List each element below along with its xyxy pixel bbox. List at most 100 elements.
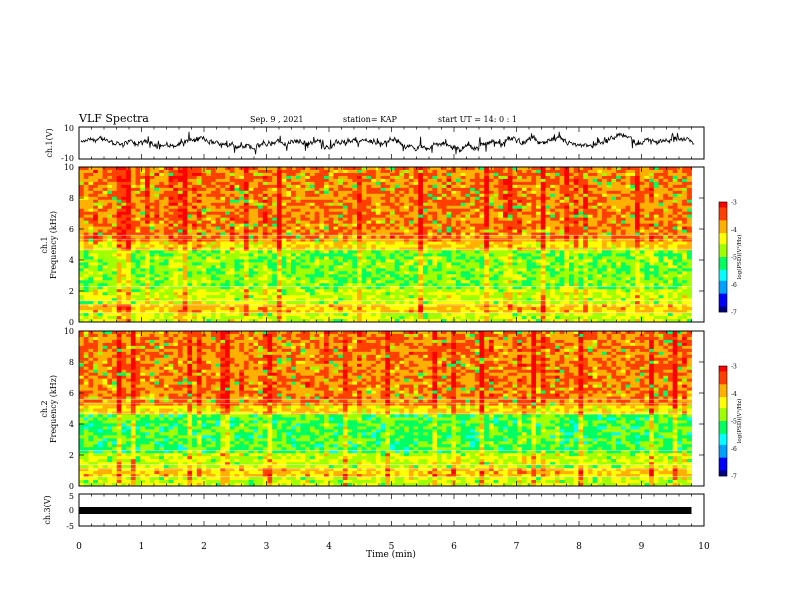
spectrogram-cell xyxy=(324,196,330,201)
spectrogram-cell xyxy=(620,190,626,195)
spectrogram-cell xyxy=(634,229,641,233)
spectrogram-cell xyxy=(559,172,565,177)
spectrogram-cell xyxy=(649,167,655,171)
spectrogram-cell xyxy=(408,262,414,266)
spectrogram-cell xyxy=(385,232,391,236)
spectrogram-cell xyxy=(371,265,377,269)
spectrogram-cell xyxy=(634,214,641,219)
spectrogram-cell xyxy=(253,268,259,272)
spectrogram-cell xyxy=(201,274,207,278)
spectrogram-cell xyxy=(319,211,325,216)
spectrogram-cell xyxy=(187,208,193,213)
spectrogram-cell xyxy=(616,217,622,222)
spectrogram-cell xyxy=(413,178,419,183)
spectrogram-cell xyxy=(394,184,400,189)
spectrogram-cell xyxy=(163,274,169,278)
spectrogram-cell xyxy=(488,238,495,242)
spectrogram-cell xyxy=(470,202,476,207)
spectrogram-cell xyxy=(159,220,165,225)
spectrogram-cell xyxy=(606,220,612,225)
spectrogram-cell xyxy=(305,274,311,278)
spectrogram-cell xyxy=(460,169,466,174)
spectrogram-cell xyxy=(352,250,358,254)
spectrogram-cell xyxy=(634,265,641,269)
spectrogram-cell xyxy=(470,190,476,195)
spectrogram-cell xyxy=(107,208,113,213)
spectrogram-cell xyxy=(540,167,546,171)
spectrogram-cell xyxy=(682,169,688,174)
spectrogram-cell xyxy=(521,178,527,183)
spectrogram-cell xyxy=(286,244,292,248)
spectrogram-cell xyxy=(597,220,603,225)
spectrogram-cell xyxy=(630,226,636,230)
spectrogram-cell xyxy=(144,250,151,254)
spectrogram-cell xyxy=(192,196,198,201)
spectrogram-cell xyxy=(517,238,523,242)
spectrogram-cell xyxy=(517,193,523,198)
spectrogram-cell xyxy=(583,175,589,180)
spectrogram-cell xyxy=(338,178,344,183)
spectrogram-cell xyxy=(578,220,584,225)
spectrogram-cell xyxy=(418,181,424,186)
spectrogram-cell xyxy=(620,167,626,171)
spectrogram-cell xyxy=(517,205,523,210)
spectrogram-cell xyxy=(569,244,575,248)
spectrogram-cell xyxy=(441,202,447,207)
spectrogram-cell xyxy=(507,184,513,189)
spectrogram-cell xyxy=(413,214,419,219)
spectrogram-cell xyxy=(324,265,330,269)
spectrogram-cell xyxy=(258,238,264,242)
spectrogram-cell xyxy=(422,244,429,248)
spectrogram-cell xyxy=(192,238,198,242)
spectrogram-cell xyxy=(493,205,499,210)
spectrogram-cell xyxy=(446,167,452,171)
spectrogram-cell xyxy=(587,205,593,210)
spectrogram-cell xyxy=(126,229,132,233)
spectrogram-cell xyxy=(385,229,391,233)
spectrogram-cell xyxy=(385,169,391,174)
spectrogram-cell xyxy=(286,184,292,189)
spectrogram-cell xyxy=(286,226,292,230)
spectrogram-cell xyxy=(686,202,692,207)
spectrogram-cell xyxy=(460,223,466,228)
spectrogram-cell xyxy=(309,235,315,239)
spectrogram-cell xyxy=(488,187,495,192)
spectrogram-cell xyxy=(196,175,202,180)
spectrogram-cell xyxy=(611,235,617,239)
spectrogram-cell xyxy=(601,175,608,180)
spectrogram-cell xyxy=(493,265,499,269)
spectrogram-cell xyxy=(493,208,499,213)
spectrogram-cell xyxy=(422,211,429,216)
spectrogram-cell xyxy=(88,187,94,192)
spectrogram-cell xyxy=(319,184,325,189)
spectrogram-cell xyxy=(347,226,353,230)
spectrogram-cell xyxy=(630,169,636,174)
spectrogram-cell xyxy=(677,223,683,228)
spectrogram-cell xyxy=(611,259,617,263)
spectrogram-cell xyxy=(272,241,278,245)
spectrogram-cell xyxy=(380,274,386,278)
spectrogram-cell xyxy=(276,226,282,230)
spectrogram-cell xyxy=(93,175,99,180)
spectrogram-cell xyxy=(625,220,631,225)
spectrogram-cell xyxy=(601,244,608,248)
spectrogram-cell xyxy=(262,187,268,192)
spectrogram-cell xyxy=(262,250,268,254)
spectrogram-cell xyxy=(248,232,254,236)
spectrogram-cell xyxy=(460,184,466,189)
spectrogram-cell xyxy=(488,175,495,180)
spectrogram-cell xyxy=(644,181,650,186)
spectrogram-cell xyxy=(413,274,419,278)
spectrogram-cell xyxy=(333,178,339,183)
spectrogram-cell xyxy=(413,196,419,201)
spectrogram-cell xyxy=(451,202,457,207)
spectrogram-cell xyxy=(173,259,179,263)
spectrogram-cell xyxy=(234,277,240,281)
spectrogram-cell xyxy=(79,184,85,189)
spectrogram-cell xyxy=(248,205,254,210)
spectrogram-cell xyxy=(319,271,325,275)
spectrogram-cell xyxy=(559,196,565,201)
spectrogram-cell xyxy=(653,172,659,177)
spectrogram-cell xyxy=(356,211,363,216)
spectrogram-cell xyxy=(474,226,480,230)
